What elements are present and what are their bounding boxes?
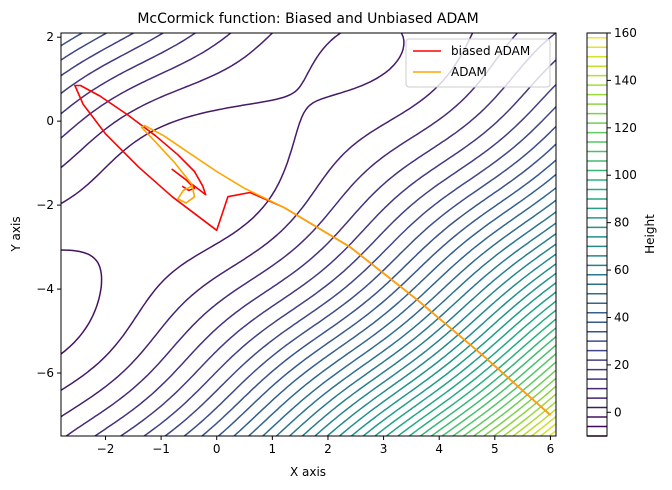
x-axis-label: X axis (290, 465, 326, 479)
legend-label-adam: ADAM (451, 65, 487, 79)
y-tick-label: −6 (36, 366, 54, 380)
contour-level-29 (430, 335, 556, 436)
contour-level-36 (502, 393, 556, 436)
contour-level-31 (452, 352, 556, 436)
colorbar-tick-label: 20 (614, 358, 629, 372)
colorbar-ticks: 0 20 40 60 80 100 120 140 160 (607, 26, 637, 419)
contour-level-18 (301, 233, 556, 436)
contour-level-19 (314, 243, 556, 436)
contour-level-22 (350, 272, 556, 436)
contour-level-38 (521, 408, 556, 436)
contour-level-2 (61, 249, 103, 355)
x-tick-label: 3 (380, 442, 388, 456)
x-tick-label: 5 (491, 442, 499, 456)
contour-level-10 (61, 33, 556, 436)
y-tick-label: 2 (46, 30, 54, 44)
contour-level-28 (419, 327, 556, 436)
contour-level-37 (512, 400, 556, 436)
colorbar-tick-label: 60 (614, 263, 629, 277)
colorbar-tick-label: 100 (614, 168, 637, 182)
contour-level-6 (61, 33, 556, 436)
contour-level-32 (462, 361, 556, 436)
x-axis-ticks: −2 −1 0 1 2 3 4 5 6 (97, 436, 555, 456)
contour-level-3 (61, 33, 405, 392)
colorbar-tick-label: 40 (614, 310, 629, 324)
legend: biased ADAM ADAM (405, 38, 551, 88)
legend-box (405, 38, 551, 88)
x-tick-label: 6 (547, 442, 555, 456)
contour-level-11 (201, 143, 556, 436)
x-tick-label: 0 (213, 442, 221, 456)
contour-level-39 (530, 415, 556, 436)
plot-frame (60, 32, 557, 437)
contour-level-5 (61, 33, 519, 436)
colorbar-tick-label: 160 (614, 26, 637, 40)
x-tick-label: −2 (97, 442, 115, 456)
contour-level-13 (233, 173, 556, 436)
colorbar: 0 20 40 60 80 100 120 140 160 Height (586, 26, 657, 437)
contour-level-41 (548, 429, 556, 436)
contour-level-12 (217, 159, 556, 436)
y-axis-label: Y axis (9, 216, 23, 252)
y-tick-label: −2 (36, 198, 54, 212)
y-tick-label: 0 (46, 114, 54, 128)
contour-level-8 (61, 33, 556, 436)
x-tick-label: 2 (324, 442, 332, 456)
contour-level-23 (362, 282, 556, 436)
contour-level-27 (408, 318, 556, 436)
series-line-1 (140, 124, 551, 416)
colorbar-tick-label: 80 (614, 216, 629, 230)
colorbar-frame (586, 32, 608, 437)
series-lines (74, 84, 551, 416)
colorbar-tick-label: 140 (614, 73, 637, 87)
contour-level-7 (61, 33, 556, 436)
contour-level-20 (326, 253, 556, 436)
x-tick-label: −1 (152, 442, 170, 456)
contour-lines (61, 33, 556, 436)
colorbar-levels (587, 36, 607, 437)
colorbar-tick-label: 120 (614, 121, 637, 135)
x-tick-label: 4 (435, 442, 443, 456)
y-tick-label: −4 (36, 282, 54, 296)
contour-level-16 (275, 211, 556, 436)
contour-level-21 (338, 263, 556, 436)
colorbar-tick-label: 0 (614, 405, 622, 419)
series-line-0 (74, 84, 551, 416)
contour-level-9 (61, 33, 556, 436)
chart-title: McCormick function: Biased and Unbiased … (137, 11, 478, 27)
x-tick-label: 1 (269, 442, 277, 456)
y-axis-ticks: −6 −4 −2 0 2 (36, 30, 61, 380)
colorbar-label: Height (643, 214, 657, 254)
legend-label-biased-adam: biased ADAM (451, 44, 530, 58)
contour-level-25 (385, 300, 556, 436)
contour-level-40 (539, 422, 556, 436)
contour-level-34 (483, 377, 556, 436)
contour-level-14 (247, 187, 556, 436)
